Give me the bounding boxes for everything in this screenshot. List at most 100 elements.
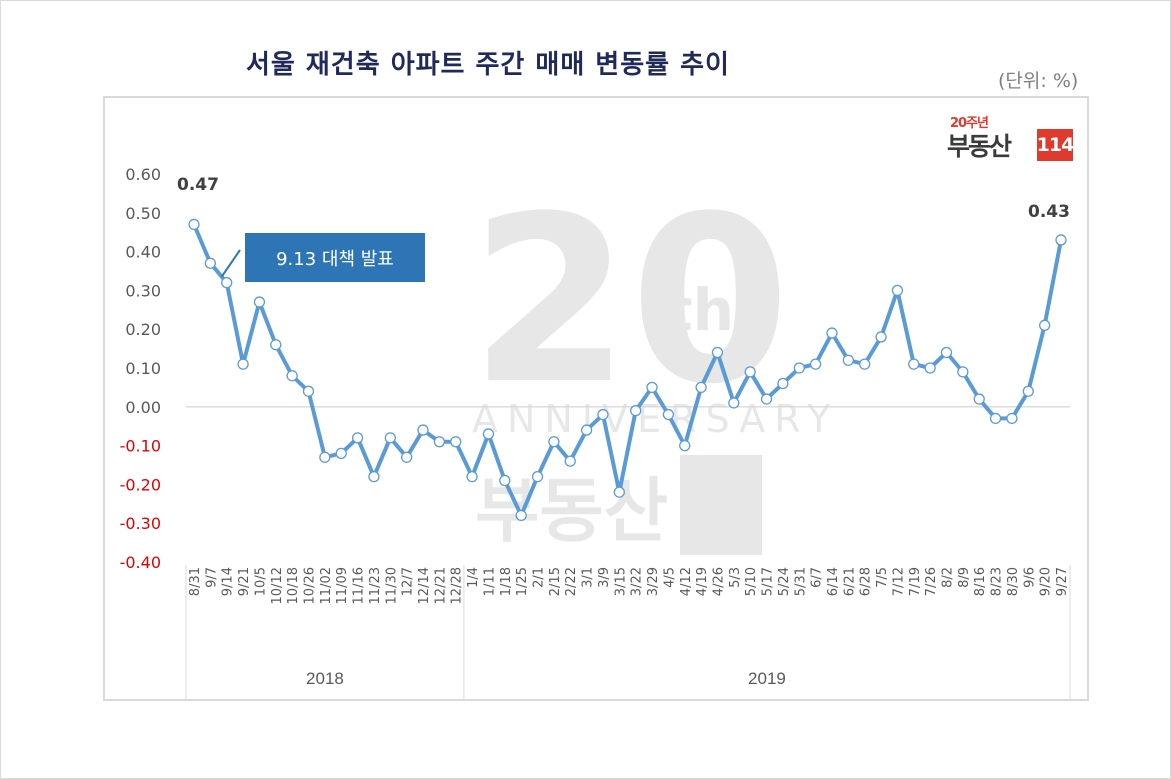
data-point [515, 509, 527, 522]
x-tick-label: 11/30 [384, 567, 399, 604]
x-tick-label: 5/3 [728, 567, 743, 588]
data-point [646, 381, 658, 394]
data-point [957, 366, 969, 378]
x-tick-label: 2/22 [564, 567, 579, 596]
x-tick-label: 9/14 [221, 567, 236, 596]
x-tick-label: 6/21 [842, 567, 857, 596]
data-point [760, 393, 773, 405]
data-label-first: 0.47 [177, 175, 219, 195]
y-tick-label: 0.20 [125, 320, 161, 339]
x-tick-label: 10/26 [303, 567, 318, 604]
x-tick-label: 10/12 [270, 567, 285, 604]
data-label-last: 0.43 [1028, 202, 1070, 222]
y-tick-label: 0.30 [125, 281, 161, 300]
data-point [695, 381, 707, 394]
x-tick-label: 9/6 [1022, 567, 1037, 588]
x-tick-label: 12/7 [401, 567, 416, 596]
data-point [875, 331, 887, 343]
data-point [679, 439, 691, 452]
brand-logo: 20주년 부동산 114 [947, 112, 1075, 166]
data-point [711, 346, 724, 359]
policy-callout: 9.13 대책 발표 [245, 233, 425, 282]
data-point [859, 358, 871, 370]
y-tick-label: -0.10 [120, 437, 161, 456]
data-point [908, 358, 920, 370]
x-tick-label: 7/12 [891, 567, 906, 596]
data-point [728, 397, 740, 409]
data-point [253, 296, 266, 308]
x-tick-label: 8/2 [940, 567, 955, 588]
data-point [940, 346, 953, 359]
data-point [368, 470, 380, 483]
data-point [597, 408, 609, 421]
x-tick-label: 3/29 [646, 567, 661, 596]
x-tick-label: 8/23 [990, 567, 1005, 596]
x-tick-label: 8/9 [957, 567, 972, 588]
x-tick-label: 3/1 [581, 567, 596, 588]
x-tick-label: 11/16 [352, 567, 367, 604]
x-tick-label: 11/02 [319, 567, 334, 604]
x-tick-label: 5/31 [793, 567, 808, 596]
x-tick-label: 3/22 [630, 567, 645, 596]
x-tick-label: 6/28 [859, 567, 874, 596]
data-point [548, 436, 560, 448]
svg-text:20: 20 [470, 168, 790, 435]
data-point [630, 405, 642, 417]
x-tick-label: 5/10 [744, 567, 759, 596]
x-tick-label: 3/9 [597, 567, 612, 588]
chart-frame [103, 96, 1089, 701]
data-point [433, 436, 446, 448]
data-point [270, 339, 282, 351]
data-point [777, 377, 789, 390]
x-tick-label: 10/5 [253, 567, 268, 596]
y-tick-label: -0.30 [120, 514, 161, 533]
data-point [384, 432, 396, 444]
data-point [466, 470, 478, 483]
data-point [401, 451, 413, 463]
y-tick-label: -0.20 [120, 475, 161, 494]
x-tick-label: 4/5 [662, 567, 677, 588]
data-point [237, 358, 249, 370]
logo-brand: 부동산 [947, 132, 1012, 161]
data-point [826, 327, 838, 339]
data-point [793, 362, 805, 374]
data-point [1022, 385, 1034, 397]
x-tick-label: 5/24 [777, 567, 792, 596]
y-tick-label: 0.10 [125, 359, 161, 378]
data-point [286, 370, 298, 382]
x-tick-label: 8/16 [973, 567, 988, 596]
x-tick-label: 9/27 [1055, 567, 1070, 596]
x-tick-label: 12/28 [450, 567, 465, 604]
x-tick-label: 8/30 [1006, 567, 1021, 596]
data-point [335, 447, 347, 460]
logo-number: 114 [1037, 129, 1074, 161]
data-point [973, 393, 985, 405]
data-point [1055, 234, 1067, 246]
data-point [989, 412, 1002, 425]
x-tick-label: 7/26 [924, 567, 939, 596]
x-tick-label: 4/12 [679, 567, 694, 596]
year-label: 2018 [306, 669, 344, 688]
unit-label: (단위: %) [998, 70, 1079, 92]
y-tick-label: 0.60 [125, 165, 161, 184]
data-point [580, 424, 593, 436]
x-tick-label: 1/25 [515, 567, 530, 596]
x-tick-label: 2/15 [548, 567, 563, 596]
data-point [809, 358, 822, 370]
y-tick-label: -0.40 [120, 553, 161, 572]
data-point [613, 486, 625, 498]
x-tick-label: 6/7 [810, 567, 825, 588]
callout-leader [220, 249, 241, 278]
x-tick-label: 7/5 [875, 567, 890, 588]
data-point [564, 455, 576, 467]
data-point [450, 436, 462, 448]
data-point [531, 470, 544, 483]
x-tick-label: 11/23 [368, 567, 383, 604]
callout-text: 9.13 대책 발표 [276, 248, 394, 270]
x-tick-label: 9/21 [237, 567, 252, 596]
data-point [482, 428, 495, 440]
data-point [417, 424, 429, 436]
y-tick-label: 0.50 [125, 204, 161, 223]
x-tick-label: 9/20 [1039, 567, 1054, 596]
x-tick-label: 12/14 [417, 567, 432, 604]
